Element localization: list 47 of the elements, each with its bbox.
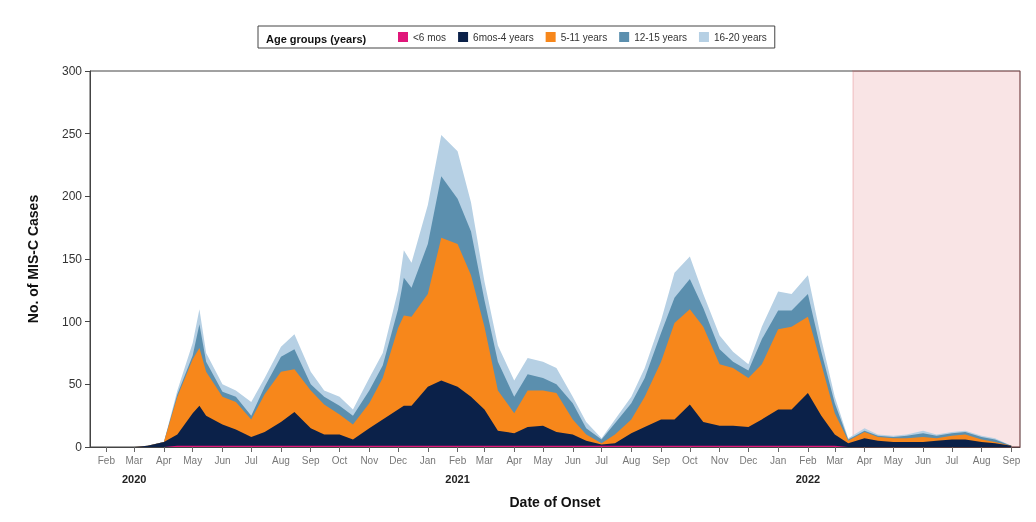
y-tick-label: 0 [75, 440, 83, 454]
x-tick-label: Apr [506, 454, 523, 466]
x-axis-title: Date of Onset [509, 494, 601, 510]
y-axis-title: No. of MIS-C Cases [25, 194, 41, 324]
x-tick-label: Dec [389, 454, 407, 466]
x-tick-label: Apr [156, 454, 173, 466]
legend-label: 12-15 years [634, 31, 687, 43]
x-tick-label: Jul [595, 454, 608, 466]
x-tick-label: Dec [739, 454, 758, 466]
x-tick-label: Oct [682, 454, 698, 466]
legend-label: <6 mos [413, 31, 447, 43]
x-tick-label: Feb 2022 [795, 454, 821, 485]
x-tick-label: Jun [564, 454, 581, 466]
x-tick-label: May [533, 454, 553, 466]
y-tick-label: 250 [61, 126, 83, 141]
x-tick-label: Mar 2020 [121, 454, 147, 485]
x-tick-label: May [183, 454, 203, 466]
y-tick-label: 50 [68, 377, 83, 392]
y-tick-label: 300 [61, 64, 83, 78]
y-tick-label: 200 [61, 189, 83, 204]
x-tick-label: Oct [331, 454, 348, 466]
legend-label: 5-11 years [560, 31, 608, 43]
x-tick-label: Mar [826, 454, 845, 466]
x-tick-label: Aug [972, 454, 991, 466]
x-tick-label: Jan [770, 454, 787, 466]
legend-label: 6mos-4 years [473, 31, 534, 43]
x-tick-label: Mar [475, 454, 494, 466]
x-tick-label: Sep [301, 454, 321, 466]
y-tick-label: 100 [61, 314, 83, 329]
x-tick-label: Jul [945, 454, 959, 466]
x-tick-label: Nov [710, 454, 729, 466]
x-tick-label: Nov [360, 454, 379, 466]
x-tick-label: Sep [1002, 454, 1021, 466]
legend-title: Age groups (years) [266, 32, 367, 45]
legend-label: 16-20 years [713, 31, 767, 43]
x-tick-label: Sep [652, 454, 671, 466]
x-tick-label: Feb 2021 [445, 454, 470, 485]
x-tick-label: Apr [856, 454, 873, 466]
x-tick-label: May [883, 454, 903, 466]
x-tick-label: Feb [97, 454, 116, 466]
y-tick-label: 150 [61, 252, 83, 266]
x-tick-label: Jun [915, 454, 932, 466]
x-tick-label: Aug [272, 454, 290, 466]
x-tick-label: Jul [244, 454, 258, 466]
x-tick-label: Jan [419, 454, 436, 466]
x-tick-label: Jun [214, 454, 231, 466]
x-tick-label: Aug [622, 454, 641, 466]
